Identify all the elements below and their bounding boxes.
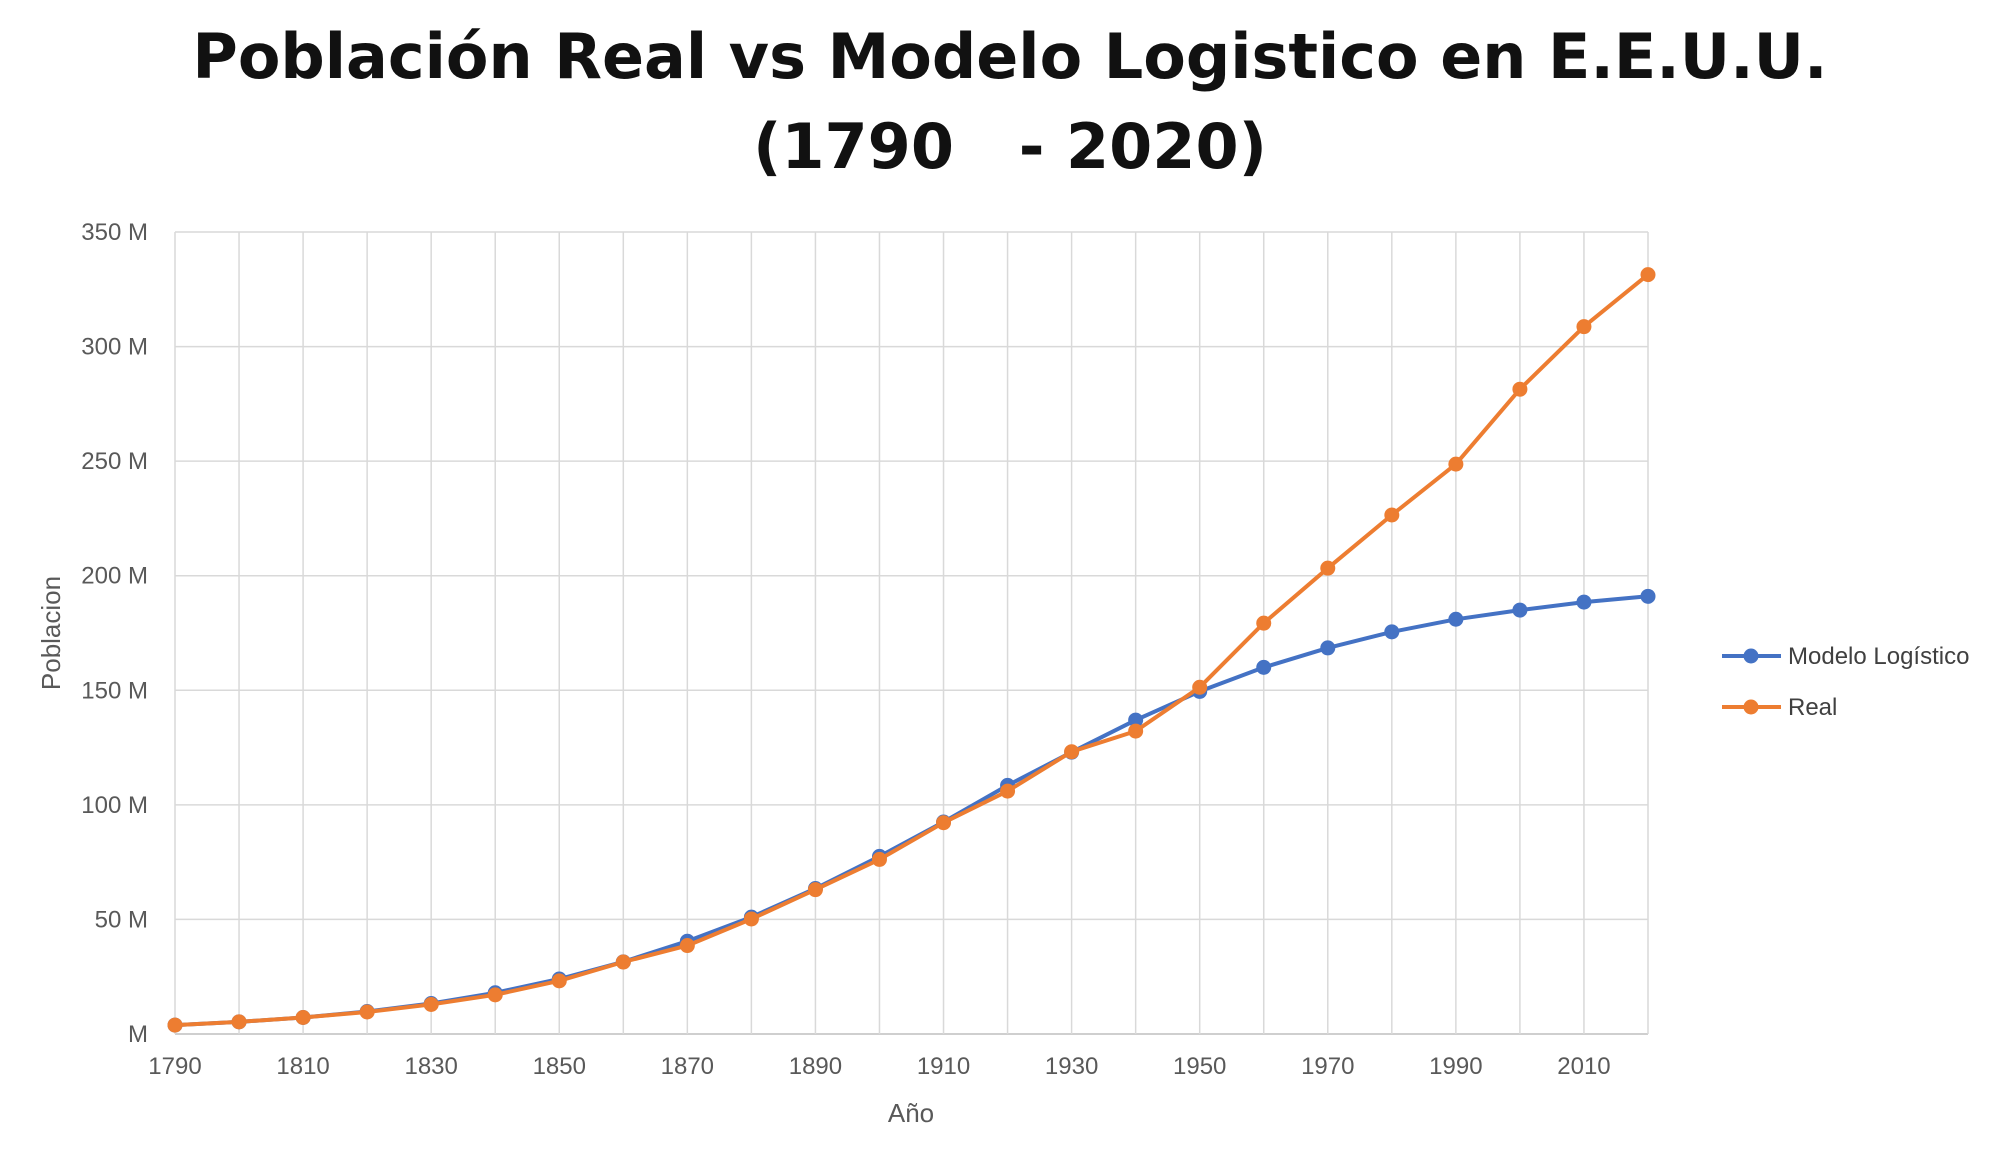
x-tick-label: 1910 [917, 1053, 970, 1080]
data-point-real [615, 954, 631, 970]
legend-swatch-marker-modelo-log-stico [1743, 648, 1759, 664]
data-point-modelo-log-stico [1256, 659, 1272, 675]
data-point-modelo-log-stico [1128, 712, 1144, 728]
series-line-real [173, 272, 1650, 1028]
y-tick-label: 100 M [81, 792, 148, 819]
data-point-modelo-log-stico [1576, 594, 1592, 610]
data-point-real [487, 987, 503, 1003]
x-tick-label: 1830 [404, 1053, 457, 1080]
data-point-real [1576, 319, 1592, 335]
data-series [167, 267, 1656, 1033]
data-point-real [167, 1017, 183, 1033]
data-point-modelo-log-stico [1640, 588, 1656, 604]
data-point-real [871, 851, 887, 867]
data-point-real [1128, 723, 1144, 739]
y-tick-label: M [128, 1021, 148, 1048]
legend-label-modelo-log-stico: Modelo Logístico [1788, 643, 1969, 670]
y-tick-label: 50 M [95, 906, 148, 933]
legend: Modelo Logístico Real [1722, 643, 1969, 721]
legend-label-real: Real [1788, 694, 1837, 721]
data-point-real [1640, 267, 1656, 283]
data-point-real [1064, 744, 1080, 760]
y-tick-label: 200 M [81, 563, 148, 590]
data-point-real [551, 973, 567, 989]
y-tick-label: 350 M [81, 219, 148, 246]
data-point-real [231, 1014, 247, 1030]
data-point-real [936, 815, 952, 831]
data-point-real [359, 1004, 375, 1020]
data-point-real [295, 1010, 311, 1026]
data-point-real [807, 882, 823, 898]
x-tick-label: 1990 [1429, 1053, 1482, 1080]
data-point-real [1384, 507, 1400, 523]
x-axis-title: Año [888, 1098, 934, 1128]
data-point-real [1448, 456, 1464, 472]
x-tick-label: 1930 [1045, 1053, 1098, 1080]
data-point-real [1512, 381, 1528, 397]
x-tick-label: 1890 [789, 1053, 842, 1080]
x-tick-label: 1970 [1301, 1053, 1354, 1080]
data-point-real [679, 938, 695, 954]
y-axis-ticks: M 50 M 100 M 150 M 200 M 250 M 300 M 350 M [81, 219, 148, 1048]
legend-swatch-marker-real [1743, 699, 1759, 715]
y-tick-label: 150 M [81, 677, 148, 704]
data-point-real [1192, 679, 1208, 695]
data-point-modelo-log-stico [1384, 624, 1400, 640]
data-point-modelo-log-stico [1448, 611, 1464, 627]
chart-title-line-2: (1790 - 2020) [753, 110, 1267, 183]
x-tick-label: 1870 [661, 1053, 714, 1080]
y-axis-title: Poblacion [36, 576, 66, 690]
data-point-real [1000, 783, 1016, 799]
chart-title-line-1: Población Real vs Modelo Logistico en E.… [192, 20, 1828, 93]
y-tick-label: 300 M [81, 334, 148, 361]
grid-lines [174, 231, 1649, 1035]
data-point-modelo-log-stico [1320, 640, 1336, 656]
series-line-modelo-log-stico [173, 594, 1650, 1028]
x-axis-ticks: 1790 1810 1830 1850 1870 1890 1910 1930 1950 1970… [148, 1053, 1610, 1080]
data-point-modelo-log-stico [1512, 602, 1528, 618]
data-point-real [423, 996, 439, 1012]
y-tick-label: 250 M [81, 448, 148, 475]
data-point-real [1256, 615, 1272, 631]
data-point-real [743, 911, 759, 927]
x-tick-label: 1850 [533, 1053, 586, 1080]
x-tick-label: 2010 [1557, 1053, 1610, 1080]
x-tick-label: 1950 [1173, 1053, 1226, 1080]
x-tick-label: 1810 [276, 1053, 329, 1080]
data-point-real [1320, 560, 1336, 576]
x-tick-label: 1790 [148, 1053, 201, 1080]
